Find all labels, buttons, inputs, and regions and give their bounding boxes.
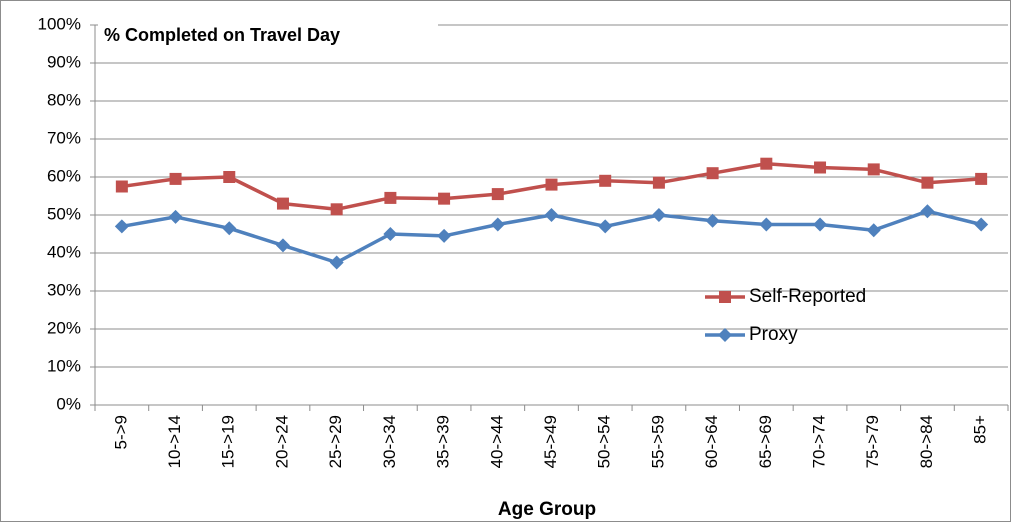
y-tick-label: 70% <box>47 128 81 147</box>
x-tick-label: 75->79 <box>863 415 882 468</box>
x-tick-label: 65->69 <box>756 415 775 468</box>
marker <box>115 180 128 193</box>
legend-marker <box>719 291 731 303</box>
y-tick-label: 80% <box>47 90 81 109</box>
marker <box>760 157 773 170</box>
marker <box>437 228 452 243</box>
x-tick-label: 80->84 <box>917 415 936 468</box>
x-tick-label: 50->54 <box>595 415 614 468</box>
marker <box>169 172 182 185</box>
x-tick-label: 40->44 <box>487 415 506 468</box>
marker <box>544 208 559 222</box>
x-tick-label: 60->64 <box>702 415 721 468</box>
marker <box>813 217 828 232</box>
marker <box>705 213 720 228</box>
marker <box>438 192 451 205</box>
marker <box>275 238 290 253</box>
marker <box>383 227 398 241</box>
chart-title: % Completed on Travel Day <box>104 25 340 45</box>
x-tick-label: 20->24 <box>272 415 291 468</box>
y-tick-label: 0% <box>56 394 81 413</box>
x-tick-label: 55->59 <box>648 415 667 468</box>
marker <box>974 217 989 232</box>
legend-label: Proxy <box>749 324 798 345</box>
y-tick-label: 10% <box>47 356 81 375</box>
x-tick-label: 35->39 <box>434 415 453 468</box>
marker <box>867 163 880 176</box>
x-tick-label: 5->9 <box>111 415 130 450</box>
y-tick-label: 60% <box>47 166 81 185</box>
marker <box>975 172 988 185</box>
marker <box>223 171 236 183</box>
marker <box>545 178 558 191</box>
marker <box>866 223 881 238</box>
legend-label: Self-Reported <box>749 286 866 307</box>
marker <box>759 217 774 232</box>
marker <box>222 221 237 236</box>
marker <box>814 161 827 174</box>
x-tick-label: 15->19 <box>219 415 238 468</box>
x-tick-label: 10->14 <box>165 415 184 468</box>
y-tick-label: 90% <box>47 52 81 71</box>
title-backdrop <box>98 20 438 52</box>
legend-marker <box>718 328 732 342</box>
marker <box>114 219 129 234</box>
y-tick-label: 20% <box>47 318 81 337</box>
x-tick-label: 30->34 <box>380 415 399 468</box>
y-tick-label: 50% <box>47 204 81 223</box>
marker <box>598 219 613 234</box>
marker <box>706 167 719 180</box>
marker <box>276 197 289 210</box>
x-tick-label: 85+ <box>971 415 990 444</box>
marker <box>491 188 504 201</box>
x-tick-label: 45->49 <box>541 415 560 468</box>
marker <box>599 174 612 187</box>
marker <box>921 176 934 189</box>
y-tick-label: 100% <box>38 14 81 33</box>
marker <box>168 209 183 224</box>
marker <box>384 191 397 204</box>
y-tick-label: 40% <box>47 242 81 261</box>
x-axis-title: Age Group <box>498 499 596 520</box>
x-tick-label: 25->29 <box>326 415 345 468</box>
marker <box>920 204 935 219</box>
marker <box>651 208 666 222</box>
x-tick-label: 70->74 <box>810 415 829 468</box>
marker <box>490 217 505 232</box>
marker <box>330 203 343 216</box>
y-tick-label: 30% <box>47 280 81 299</box>
marker <box>329 255 344 270</box>
marker <box>652 176 665 189</box>
